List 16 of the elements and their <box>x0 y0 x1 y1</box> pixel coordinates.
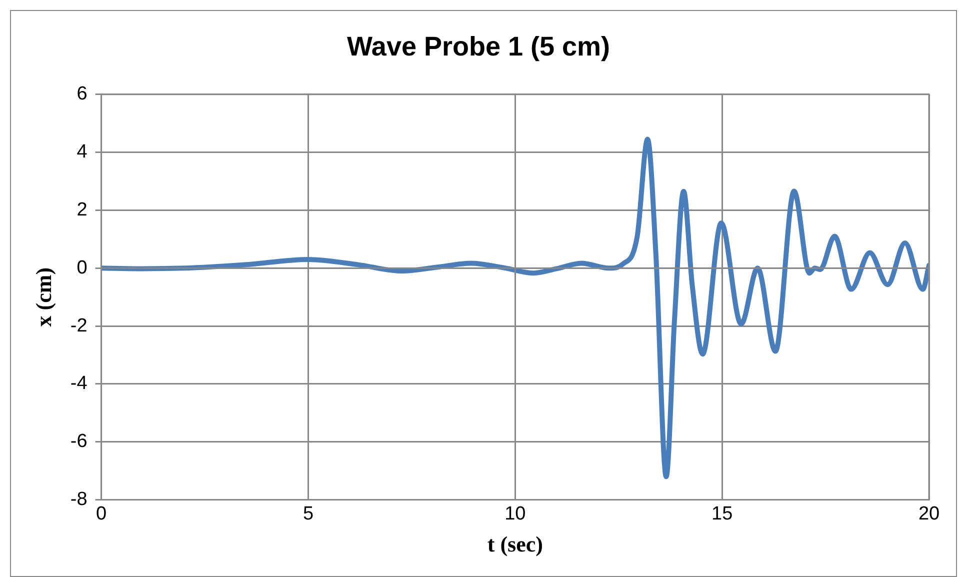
x-tick-label: 15 <box>712 503 733 524</box>
y-tick-label: -6 <box>70 431 88 452</box>
x-tick-label: 5 <box>302 503 314 524</box>
y-tick-label: -4 <box>70 373 88 394</box>
x-tick-label: 0 <box>96 503 107 524</box>
x-tick-label: 20 <box>918 503 940 524</box>
y-tick-label: 2 <box>76 199 88 220</box>
y-tick-label: 0 <box>76 257 88 278</box>
y-tick-label: -8 <box>70 489 88 510</box>
x-tick-label: 10 <box>504 503 526 524</box>
x-axis-title: t (sec) <box>487 531 543 556</box>
y-tick-label: 4 <box>76 142 88 163</box>
y-axis-title: x (cm) <box>30 267 56 327</box>
y-tick-label: 6 <box>76 84 88 105</box>
y-tick-label: -2 <box>70 315 88 336</box>
chart-title: Wave Probe 1 (5 cm) <box>346 32 610 62</box>
